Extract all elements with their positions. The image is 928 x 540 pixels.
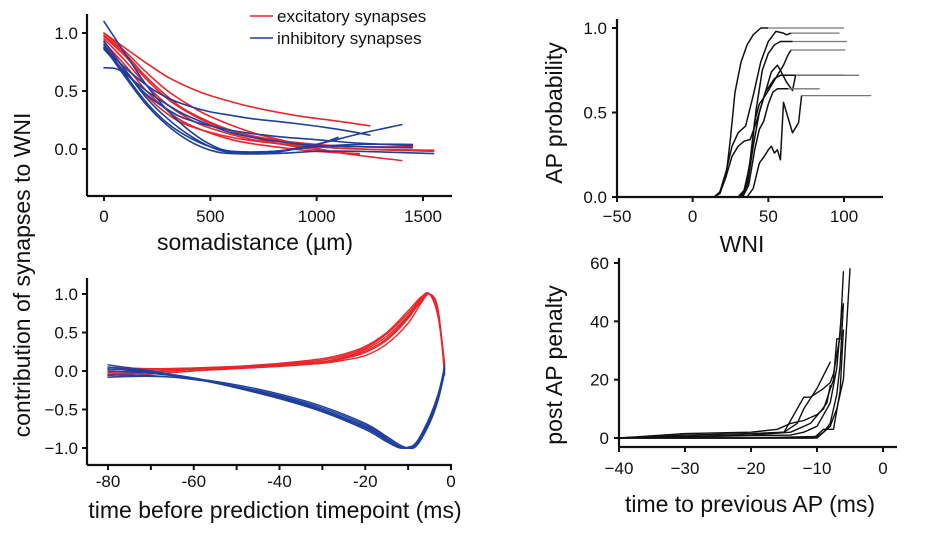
temporal-axes: -80 -60 -40 -20 0 1.0 0.5 0.0 −0.5 −1.0 bbox=[44, 278, 456, 491]
post-ap-penalty-axes: −40 −30 −20 −10 0 0 20 40 60 bbox=[590, 254, 897, 478]
x-tick-label: −10 bbox=[803, 459, 832, 478]
series-line-5 bbox=[617, 49, 792, 198]
x-tick-label: -20 bbox=[353, 472, 378, 491]
post-ap-penalty-y-axis-label: post AP penalty bbox=[541, 285, 567, 445]
y-tick-label: −1.0 bbox=[44, 439, 78, 458]
y-tick-label: 60 bbox=[590, 254, 609, 273]
x-tick-label: 1500 bbox=[404, 207, 442, 226]
chart-post-ap-penalty: −40 −30 −20 −10 0 0 20 40 60 time to previous AP… bbox=[541, 254, 897, 517]
series-line-3 bbox=[618, 338, 841, 439]
x-tick-label: −40 bbox=[605, 459, 634, 478]
series-line-inhibitory-11 bbox=[107, 364, 446, 449]
x-tick-label: −20 bbox=[737, 459, 766, 478]
series-line-inhibitory-13 bbox=[103, 48, 414, 147]
x-tick-label: -40 bbox=[267, 472, 292, 491]
series-line-inhibitory-12 bbox=[103, 47, 371, 136]
series-line-1 bbox=[617, 27, 769, 198]
series-line-8 bbox=[617, 95, 803, 198]
x-tick-label: 100 bbox=[830, 207, 858, 226]
series-line-inhibitory-7 bbox=[107, 364, 446, 450]
y-tick-label: 0.5 bbox=[54, 82, 78, 101]
series-line-3 bbox=[617, 74, 844, 198]
x-tick-label: 0 bbox=[446, 472, 455, 491]
series-line-6 bbox=[617, 64, 797, 198]
legend-label-inhibitory: inhibitory synapses bbox=[277, 29, 422, 48]
x-tick-label: -60 bbox=[181, 472, 206, 491]
x-tick-label: 1000 bbox=[298, 207, 336, 226]
ap-probability-y-axis-label: AP probability bbox=[541, 42, 567, 184]
series-line-excitatory-2 bbox=[103, 32, 403, 162]
series-line-6 bbox=[618, 329, 845, 439]
chart-temporal: -80 -60 -40 -20 0 1.0 0.5 0.0 −0.5 −1.0 time befo… bbox=[44, 278, 462, 523]
y-tick-label: 0.5 bbox=[54, 324, 78, 343]
series-line-inhibitory-12 bbox=[107, 368, 446, 449]
somadistance-axes: 0 500 1000 1500 1.0 0.5 0.0 bbox=[54, 14, 452, 226]
y-tick-label: 0.0 bbox=[54, 140, 78, 159]
ap-probability-series-layer bbox=[617, 27, 872, 198]
series-line-excitatory-6 bbox=[107, 292, 446, 375]
y-tick-label: 0.0 bbox=[583, 188, 607, 207]
y-tick-label: 1.0 bbox=[54, 285, 78, 304]
post-ap-penalty-x-axis-label: time to previous AP (ms) bbox=[625, 491, 875, 517]
somadistance-series-layer bbox=[103, 20, 435, 162]
x-tick-label: 0 bbox=[99, 207, 108, 226]
shared-y-axis-label: contribution of synapses to WNI bbox=[9, 113, 35, 438]
series-line-inhibitory-8 bbox=[107, 366, 446, 449]
x-tick-label: −50 bbox=[603, 207, 632, 226]
x-tick-label: 0 bbox=[688, 207, 697, 226]
y-tick-label: 1.0 bbox=[583, 19, 607, 38]
y-tick-label: 0.5 bbox=[583, 104, 607, 123]
series-line-4 bbox=[617, 40, 793, 198]
series-line-excitatory-5 bbox=[107, 292, 446, 370]
series-line-inhibitory-14 bbox=[103, 67, 414, 149]
x-tick-label: −30 bbox=[671, 459, 700, 478]
x-tick-label: 0 bbox=[878, 459, 887, 478]
series-line-7 bbox=[618, 268, 851, 439]
series-line-4 bbox=[618, 306, 843, 439]
y-tick-label: 20 bbox=[590, 371, 609, 390]
series-line-excitatory-1 bbox=[103, 32, 371, 127]
series-line-2 bbox=[618, 271, 845, 439]
y-tick-label: 40 bbox=[590, 312, 609, 331]
y-tick-label: 0.0 bbox=[54, 362, 78, 381]
x-tick-label: 500 bbox=[196, 207, 224, 226]
x-tick-label: 50 bbox=[759, 207, 778, 226]
temporal-series-layer bbox=[107, 292, 446, 450]
somadistance-x-axis-label: somadistance (µm) bbox=[157, 229, 353, 255]
x-tick-label: -80 bbox=[96, 472, 121, 491]
temporal-x-axis-label: time before prediction timepoint (ms) bbox=[88, 497, 461, 523]
legend: excitatory synapses inhibitory synapses bbox=[250, 7, 426, 48]
y-tick-label: 0 bbox=[600, 429, 609, 448]
post-ap-penalty-series-layer bbox=[618, 268, 851, 439]
series-line-8 bbox=[618, 384, 831, 439]
series-line-inhibitory-11 bbox=[103, 46, 435, 155]
legend-label-excitatory: excitatory synapses bbox=[277, 7, 426, 26]
series-line-7 bbox=[617, 88, 788, 198]
series-line-1 bbox=[618, 361, 831, 439]
ap-probability-axes: −50 0 50 100 0.0 0.5 1.0 bbox=[583, 19, 883, 226]
series-line-inhibitory-9 bbox=[107, 368, 446, 450]
ap-probability-x-axis-label: WNI bbox=[720, 231, 765, 257]
y-tick-label: −0.5 bbox=[44, 401, 78, 420]
y-tick-label: 1.0 bbox=[54, 24, 78, 43]
series-line-inhibitory-10 bbox=[107, 371, 446, 450]
chart-ap-probability: −50 0 50 100 0.0 0.5 1.0 WNI AP probability bbox=[541, 19, 883, 257]
